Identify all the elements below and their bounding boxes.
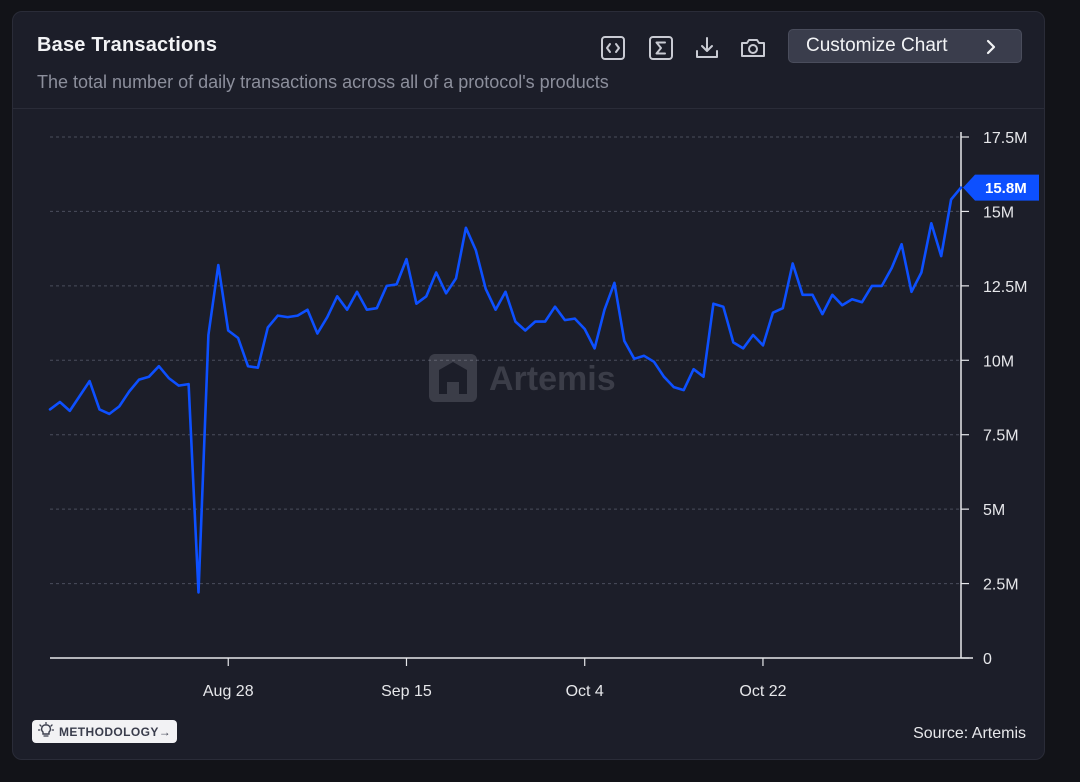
y-tick-label-2: 5M [983,502,1005,519]
chart-card: Base Transactions The total number of da… [12,11,1045,760]
y-tick-label-0: 0 [983,651,992,668]
x-tick-labels: Aug 28 Sep 15 Oct 4 Oct 22 [203,683,787,700]
customize-chart-button[interactable]: Customize Chart [788,29,1022,63]
x-tick-label-0: Aug 28 [203,683,254,700]
x-tick-label-3: Oct 22 [739,683,786,700]
header-divider [13,108,1044,109]
last-value-badge-shape [963,174,1039,201]
chart-title: Base Transactions [37,34,218,56]
chevron-right-icon [985,39,997,61]
x-tick-label-1: Sep 15 [381,683,432,700]
last-value-label: 15.8M [985,180,1027,197]
line-chart: Artemis 0 2.5M 5M 7.5M 10M 12.5M 15M 17.5M Aug … [48,130,1039,700]
artemis-logo-icon [429,354,477,402]
axes [50,132,973,666]
y-tick-label-4: 10M [983,353,1014,370]
customize-chart-label: Customize Chart [806,35,948,56]
y-tick-labels: 0 2.5M 5M 7.5M 10M 12.5M 15M 17.5M [983,130,1027,668]
embed-icon[interactable] [598,33,628,63]
chart-subtitle: The total number of daily transactions a… [37,72,609,92]
y-tick-label-7: 17.5M [983,130,1027,147]
watermark-text: Artemis [489,360,616,398]
source-label: Source: Artemis [913,725,1026,742]
download-icon[interactable] [692,33,722,63]
last-value-badge: 15.8M [963,174,1039,201]
methodology-label: METHODOLOGY→ [59,724,172,739]
lightbulb-icon [37,721,55,741]
y-tick-label-1: 2.5M [983,577,1019,594]
artemis-watermark: Artemis [429,354,616,402]
x-tick-label-2: Oct 4 [566,683,604,700]
y-tick-label-6: 15M [983,204,1014,221]
series-line-base-transactions [48,186,963,594]
y-tick-label-5: 12.5M [983,279,1027,296]
y-tick-label-3: 7.5M [983,428,1019,445]
sigma-icon[interactable] [646,33,676,63]
methodology-button[interactable]: METHODOLOGY→ [32,720,178,743]
camera-icon[interactable] [738,33,768,63]
